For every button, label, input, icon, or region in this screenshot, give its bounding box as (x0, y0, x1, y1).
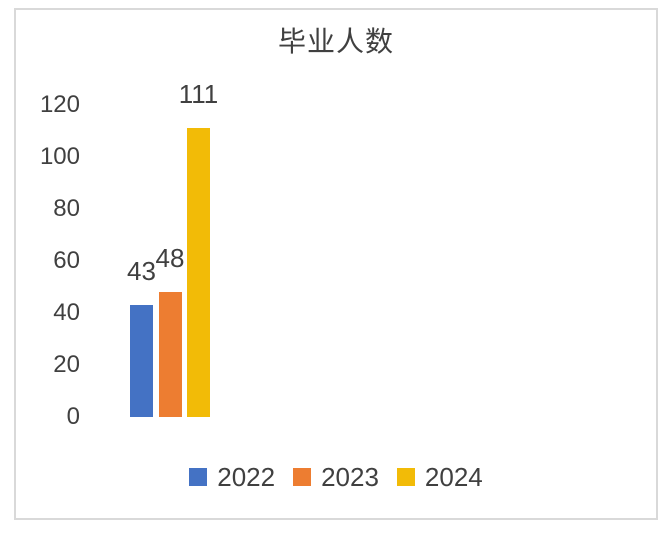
legend-label: 2023 (321, 462, 379, 492)
bar-2024[interactable] (187, 128, 210, 417)
legend-swatch-2024 (396, 468, 415, 486)
legend-item-2022[interactable]: 2022 (189, 462, 275, 492)
chart-frame[interactable] (14, 8, 658, 520)
legend-swatch-2023 (293, 468, 312, 486)
bar-2022[interactable] (130, 305, 153, 417)
legend-item-2024[interactable]: 2024 (396, 462, 483, 492)
legend-label: 2024 (424, 462, 483, 492)
chart-title: 毕业人数 (277, 25, 394, 58)
legend-swatch-2022 (189, 468, 208, 486)
legend-label: 2022 (217, 462, 276, 492)
bar-2023[interactable] (158, 292, 182, 417)
legend: 2022 2023 2024 (14, 462, 658, 492)
legend-item-2023[interactable]: 2023 (293, 462, 379, 492)
